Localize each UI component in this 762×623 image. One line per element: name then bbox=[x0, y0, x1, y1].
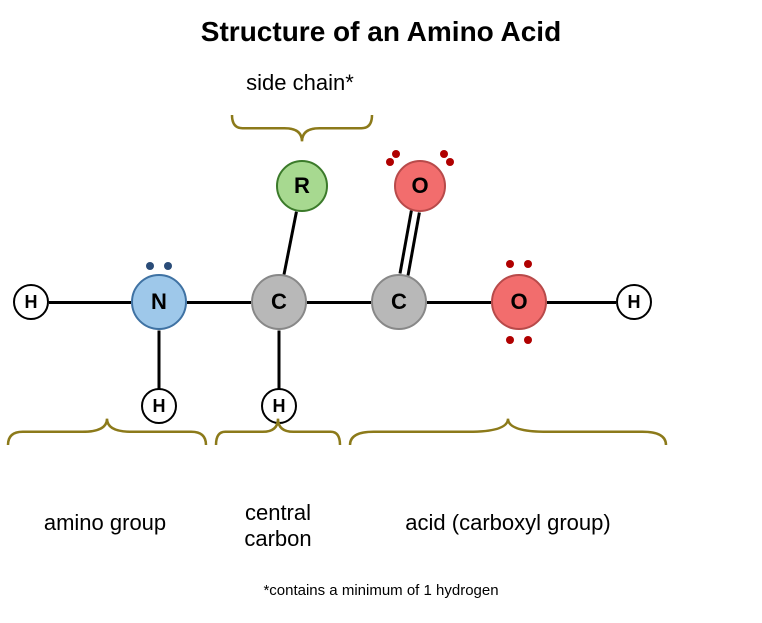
side_chain_brace bbox=[232, 115, 372, 141]
caption-carboxyl-group: acid (carboxyl group) bbox=[388, 510, 628, 536]
footnote: *contains a minimum of 1 hydrogen bbox=[0, 582, 762, 599]
amino-acid-diagram: Structure of an Amino Acid ROHNCCOHHH si… bbox=[0, 0, 762, 623]
amino_brace bbox=[8, 419, 206, 445]
caption-central-carbon: centralcarbon bbox=[158, 500, 398, 552]
carboxyl_brace bbox=[350, 419, 666, 445]
central_carbon_brace bbox=[216, 419, 340, 445]
caption-side-chain: side chain* bbox=[180, 70, 420, 96]
